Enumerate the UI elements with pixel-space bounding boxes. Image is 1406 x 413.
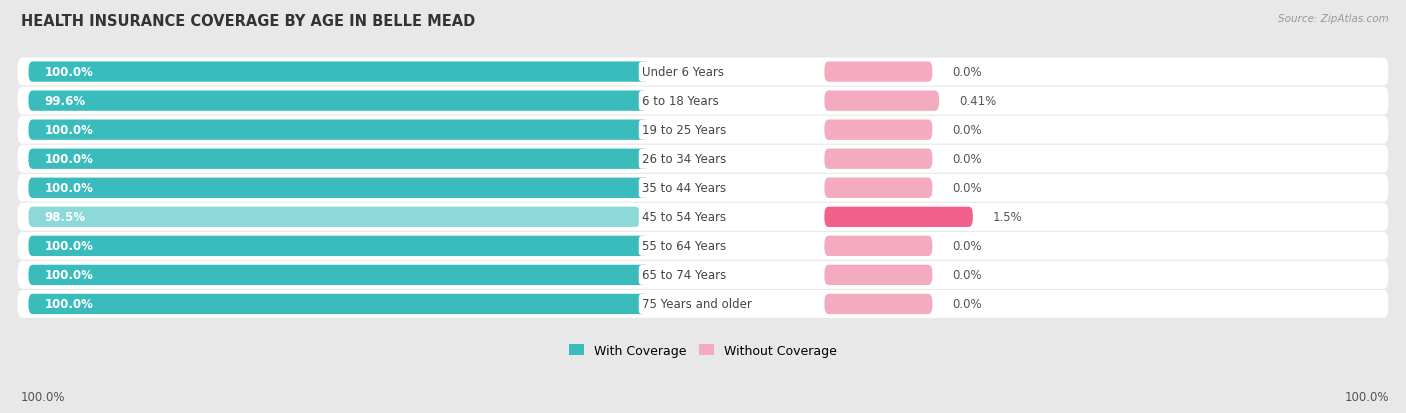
FancyBboxPatch shape	[18, 88, 1388, 115]
Text: 26 to 34 Years: 26 to 34 Years	[643, 153, 727, 166]
Text: 100.0%: 100.0%	[45, 66, 94, 79]
FancyBboxPatch shape	[28, 178, 650, 199]
Text: 0.0%: 0.0%	[953, 240, 983, 253]
FancyBboxPatch shape	[28, 236, 650, 256]
Text: 0.0%: 0.0%	[953, 182, 983, 195]
FancyBboxPatch shape	[824, 91, 939, 112]
Text: 100.0%: 100.0%	[45, 153, 94, 166]
FancyBboxPatch shape	[824, 294, 932, 314]
Text: 1.5%: 1.5%	[993, 211, 1022, 224]
Text: 0.0%: 0.0%	[953, 124, 983, 137]
FancyBboxPatch shape	[824, 149, 932, 169]
FancyBboxPatch shape	[18, 290, 1388, 318]
Text: 75 Years and older: 75 Years and older	[643, 298, 752, 311]
Text: 19 to 25 Years: 19 to 25 Years	[643, 124, 727, 137]
FancyBboxPatch shape	[18, 261, 1388, 289]
FancyBboxPatch shape	[28, 149, 650, 169]
Text: Source: ZipAtlas.com: Source: ZipAtlas.com	[1278, 14, 1389, 24]
FancyBboxPatch shape	[18, 233, 1388, 260]
FancyBboxPatch shape	[28, 62, 650, 83]
FancyBboxPatch shape	[18, 145, 1388, 173]
FancyBboxPatch shape	[28, 294, 650, 314]
FancyBboxPatch shape	[18, 203, 1388, 231]
Text: 98.5%: 98.5%	[45, 211, 86, 224]
Text: Under 6 Years: Under 6 Years	[643, 66, 724, 79]
FancyBboxPatch shape	[824, 62, 932, 83]
FancyBboxPatch shape	[824, 178, 932, 199]
Text: 0.0%: 0.0%	[953, 298, 983, 311]
Text: 35 to 44 Years: 35 to 44 Years	[643, 182, 727, 195]
Text: 65 to 74 Years: 65 to 74 Years	[643, 269, 727, 282]
Text: 100.0%: 100.0%	[21, 390, 66, 403]
FancyBboxPatch shape	[824, 236, 932, 256]
FancyBboxPatch shape	[28, 91, 647, 112]
FancyBboxPatch shape	[18, 174, 1388, 202]
Text: 99.6%: 99.6%	[45, 95, 86, 108]
FancyBboxPatch shape	[824, 120, 932, 140]
Text: 55 to 64 Years: 55 to 64 Years	[643, 240, 727, 253]
Text: 0.41%: 0.41%	[959, 95, 997, 108]
FancyBboxPatch shape	[28, 120, 650, 140]
Text: 0.0%: 0.0%	[953, 153, 983, 166]
FancyBboxPatch shape	[18, 59, 1388, 86]
Text: 100.0%: 100.0%	[1344, 390, 1389, 403]
Text: 100.0%: 100.0%	[45, 124, 94, 137]
FancyBboxPatch shape	[28, 265, 650, 285]
Text: HEALTH INSURANCE COVERAGE BY AGE IN BELLE MEAD: HEALTH INSURANCE COVERAGE BY AGE IN BELL…	[21, 14, 475, 29]
Text: 100.0%: 100.0%	[45, 182, 94, 195]
Text: 100.0%: 100.0%	[45, 240, 94, 253]
FancyBboxPatch shape	[28, 207, 640, 228]
Legend: With Coverage, Without Coverage: With Coverage, Without Coverage	[564, 339, 842, 362]
Text: 100.0%: 100.0%	[45, 269, 94, 282]
Text: 0.0%: 0.0%	[953, 269, 983, 282]
FancyBboxPatch shape	[824, 207, 973, 228]
FancyBboxPatch shape	[18, 116, 1388, 144]
FancyBboxPatch shape	[824, 265, 932, 285]
Text: 100.0%: 100.0%	[45, 298, 94, 311]
Text: 45 to 54 Years: 45 to 54 Years	[643, 211, 727, 224]
Text: 0.0%: 0.0%	[953, 66, 983, 79]
Text: 6 to 18 Years: 6 to 18 Years	[643, 95, 718, 108]
